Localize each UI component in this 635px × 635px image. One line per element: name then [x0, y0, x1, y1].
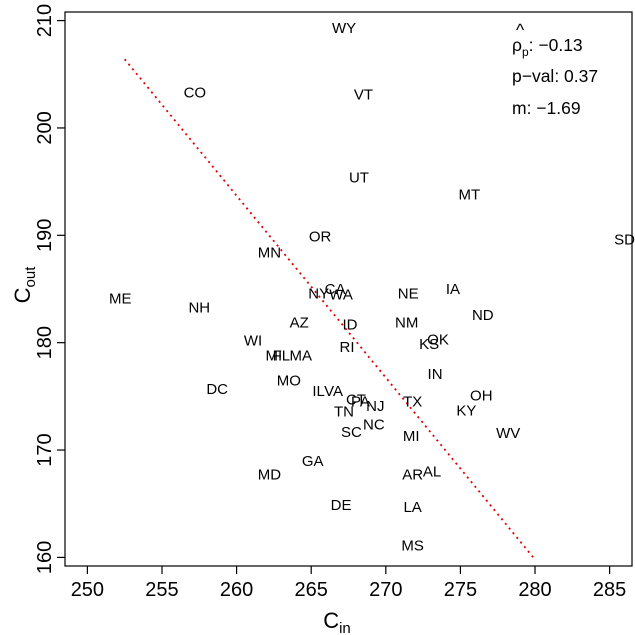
state-point-ca: CA — [325, 281, 346, 298]
state-point-va: VA — [324, 383, 343, 400]
state-point-az: AZ — [290, 314, 309, 331]
state-point-wa: WA — [329, 286, 353, 303]
state-point-me: ME — [109, 291, 132, 308]
x-tick-label: 265 — [295, 579, 328, 601]
x-tick-label: 275 — [444, 579, 477, 601]
state-point-ma: MA — [290, 348, 313, 365]
state-point-nj: NJ — [366, 398, 384, 415]
state-point-ny: NY — [308, 285, 329, 302]
state-point-id: ID — [342, 316, 357, 333]
y-axis-title: Cout — [10, 266, 39, 304]
y-tick-label: 200 — [34, 111, 56, 144]
y-tick-label: 180 — [34, 326, 56, 359]
state-point-mi: MI — [266, 348, 283, 365]
x-tick-label: 270 — [369, 579, 402, 601]
x-axis-title: Cin — [323, 608, 351, 635]
state-point-or: OR — [309, 228, 332, 245]
state-point-sd: SD — [614, 232, 635, 249]
state-point-nc: NC — [363, 416, 385, 433]
state-point-nd: ND — [472, 307, 494, 324]
state-point-ne: NE — [398, 285, 419, 302]
state-point-tx: TX — [403, 394, 422, 411]
state-point-mn: MN — [258, 244, 281, 261]
y-tick-label: 190 — [34, 219, 56, 252]
state-point-la: LA — [403, 499, 421, 516]
state-point-md: MD — [258, 467, 281, 484]
state-point-ga: GA — [302, 453, 324, 470]
state-point-ri: RI — [340, 339, 355, 356]
state-point-nm: NM — [395, 314, 418, 331]
state-point-mt: MT — [459, 187, 481, 204]
y-tick-label: 170 — [34, 433, 56, 466]
state-point-ia: IA — [446, 281, 460, 298]
state-point-in: IN — [428, 366, 443, 383]
state-point-ms: MS — [401, 538, 424, 555]
state-point-ar: AR — [402, 467, 423, 484]
stats-box: ρp: −0.13 ^ p−val: 0.37 m: −1.69 — [512, 20, 598, 118]
slope-stat: m: −1.69 — [512, 98, 581, 118]
x-tick-label: 255 — [145, 579, 178, 601]
y-axis-ticks: 160 170 180 190 200 210 — [34, 4, 65, 574]
x-tick-label: 250 — [71, 579, 104, 601]
state-point-ut: UT — [349, 169, 369, 186]
x-axis-ticks: 250 255 260 265 270 275 280 285 — [71, 566, 626, 601]
state-point-wv: WV — [496, 425, 520, 442]
state-point-ky: KY — [456, 402, 476, 419]
x-tick-label: 260 — [220, 579, 253, 601]
x-tick-label: 285 — [593, 579, 626, 601]
x-tick-label: 280 — [518, 579, 551, 601]
state-point-ks: KS — [419, 336, 439, 353]
state-point-tn: TN — [334, 403, 354, 420]
state-point-sc: SC — [341, 424, 362, 441]
state-point-co: CO — [184, 85, 207, 102]
rho-hat-icon: ^ — [516, 20, 525, 40]
state-point-fl: FL — [273, 348, 291, 365]
state-point-wy: WY — [332, 20, 356, 37]
state-point-pa: PA — [351, 394, 370, 411]
plot-area — [64, 11, 633, 567]
state-point-oh: OH — [470, 387, 493, 404]
rho-stat: ρp: −0.13 — [512, 35, 583, 59]
state-point-wi: WI — [244, 333, 262, 350]
state-point-al: AL — [423, 464, 441, 481]
state-point-il: IL — [312, 383, 325, 400]
y-tick-label: 210 — [34, 4, 56, 37]
state-point-ct: CT — [346, 392, 366, 409]
pval-stat: p−val: 0.37 — [512, 66, 598, 86]
state-point-mi: MI — [403, 428, 420, 445]
state-point-ok: OK — [427, 331, 449, 348]
state-point-nh: NH — [188, 299, 210, 316]
state-point-vt: VT — [354, 87, 373, 104]
state-point-mo: MO — [277, 372, 301, 389]
state-point-de: DE — [331, 497, 352, 514]
y-tick-label: 160 — [34, 541, 56, 574]
state-point-dc: DC — [206, 381, 228, 398]
